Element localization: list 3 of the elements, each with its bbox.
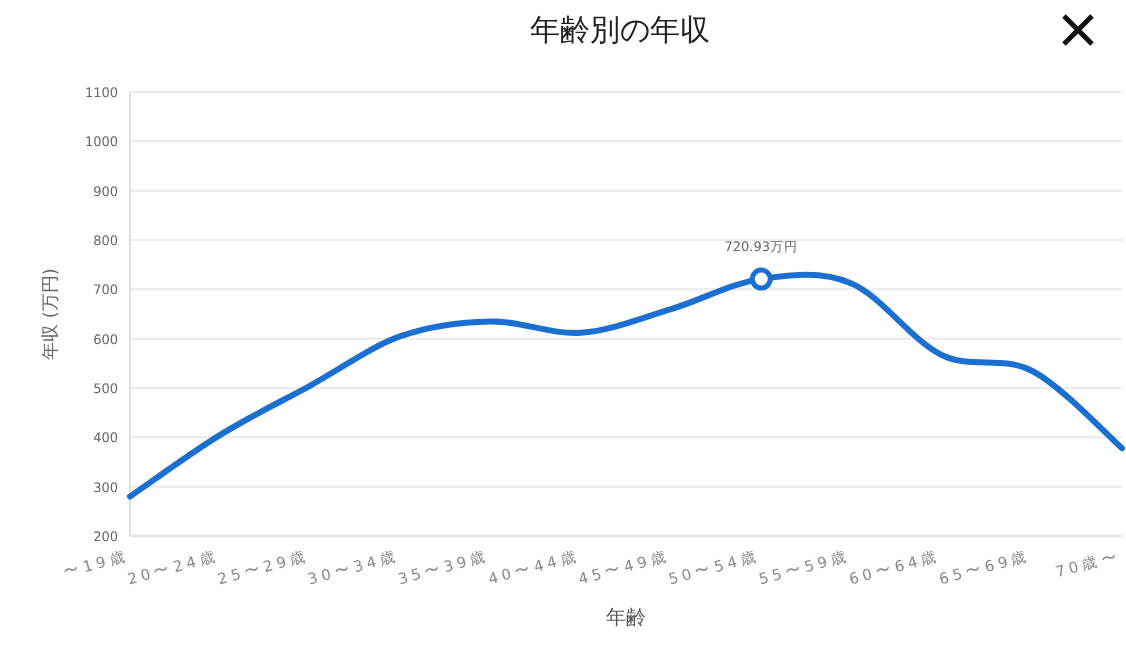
chart-title: 年齢別の年収 <box>530 12 710 48</box>
y-axis-title: 年収 (万円) <box>40 268 62 360</box>
x-axis-title: 年齢 <box>606 606 646 630</box>
